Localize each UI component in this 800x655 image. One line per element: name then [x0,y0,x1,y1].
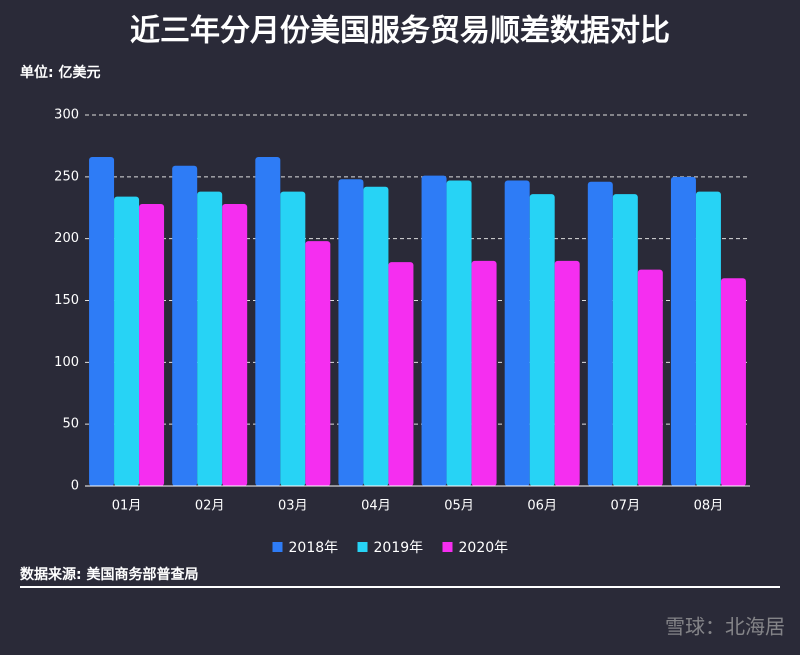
bar [504,180,530,486]
x-tick-label: 06月 [527,499,557,514]
bar [197,191,223,486]
bar [695,191,721,486]
bar [363,186,389,486]
bar [139,204,165,487]
bar [421,175,447,486]
y-tick-label: 100 [54,355,79,370]
bar [172,165,198,486]
legend-label: 2018年 [289,540,339,556]
bar [222,204,248,487]
legend-swatch [442,542,453,552]
bar [305,241,331,486]
bar [114,196,140,486]
bar [720,278,746,486]
unit-label: 单位: 亿美元 [20,64,100,81]
bar [89,157,115,486]
x-tick-label: 07月 [611,499,641,514]
bar [471,260,497,486]
y-tick-label: 50 [62,417,79,432]
bar [280,191,306,486]
chart-title: 近三年分月份美国服务贸易顺差数据对比 [130,14,670,49]
y-tick-label: 0 [71,479,79,494]
watermark: 雪球：北海居 [665,615,785,639]
source: 数据来源: 美国商务部普查局 [20,566,198,583]
x-tick-label: 03月 [278,499,308,514]
bar [446,180,472,486]
bar [670,176,696,487]
bar [255,157,281,486]
bar [637,269,663,486]
y-tick-label: 250 [54,169,79,184]
x-tick-label: 05月 [444,499,474,514]
x-tick-label: 08月 [694,499,724,514]
y-tick-label: 300 [54,108,79,123]
y-tick-label: 200 [54,231,79,246]
bar [554,260,580,486]
bar [529,194,555,486]
x-tick-label: 02月 [195,499,225,514]
x-tick-label: 01月 [112,499,142,514]
legend-label: 2020年 [459,540,509,556]
bar [612,194,638,486]
legend-swatch [272,542,283,552]
bar [587,181,613,486]
legend-label: 2019年 [374,540,424,556]
y-tick-label: 150 [54,293,79,308]
x-tick-label: 04月 [361,499,391,514]
legend-swatch [357,542,368,552]
bar [338,179,364,486]
bar [388,262,414,486]
